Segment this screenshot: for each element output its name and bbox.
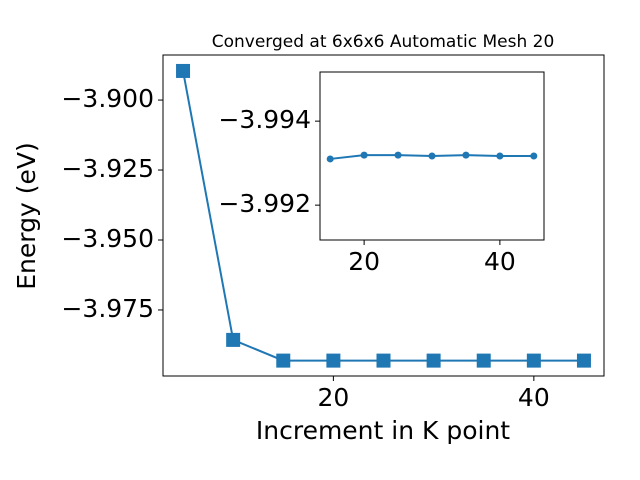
marker [394,151,402,159]
marker [326,353,341,368]
plot-frame [162,54,605,377]
plot-frame [319,71,545,241]
x-axis-label: Increment in K point [256,416,510,445]
x-tick-label: 40 [518,383,550,412]
marker [576,353,591,368]
marker [496,152,504,160]
y-tick-label: −3.950 [61,224,154,253]
y-tick-label: −3.925 [61,154,154,183]
marker [526,353,541,368]
marker [376,353,391,368]
marker [462,151,470,159]
y-tick-label: −3.992 [218,189,311,218]
y-tick-label: −3.975 [61,294,154,323]
marker [276,353,291,368]
marker [326,155,334,163]
marker [360,151,368,159]
marker [476,353,491,368]
chart-title: Converged at 6x6x6 Automatic Mesh 20 [212,32,555,52]
x-tick-label: 20 [348,247,380,276]
marker [530,152,538,160]
y-tick-label: −3.900 [61,84,154,113]
marker [426,353,441,368]
y-tick-label: −3.994 [218,105,311,134]
marker [176,63,191,78]
x-tick-label: 40 [484,247,516,276]
marker [428,152,436,160]
marker [226,332,241,347]
y-axis-label: Energy (eV) [12,142,41,289]
x-tick-label: 20 [317,383,349,412]
